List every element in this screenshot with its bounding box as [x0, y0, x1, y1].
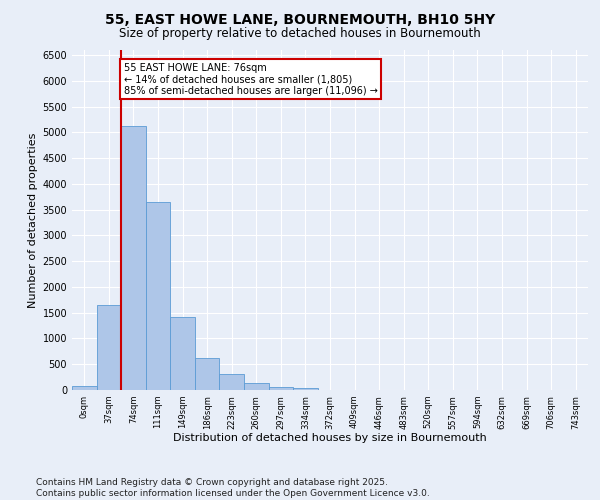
Text: 55, EAST HOWE LANE, BOURNEMOUTH, BH10 5HY: 55, EAST HOWE LANE, BOURNEMOUTH, BH10 5H… — [105, 12, 495, 26]
Bar — [293, 388, 318, 390]
Text: 55 EAST HOWE LANE: 76sqm
← 14% of detached houses are smaller (1,805)
85% of sem: 55 EAST HOWE LANE: 76sqm ← 14% of detach… — [124, 63, 377, 96]
Bar — [220, 374, 244, 390]
Bar — [121, 126, 146, 390]
Y-axis label: Number of detached properties: Number of detached properties — [28, 132, 38, 308]
Bar — [269, 386, 293, 390]
Bar — [244, 384, 269, 390]
Text: Contains HM Land Registry data © Crown copyright and database right 2025.
Contai: Contains HM Land Registry data © Crown c… — [36, 478, 430, 498]
Bar — [170, 317, 195, 390]
Bar — [97, 305, 121, 390]
Text: Size of property relative to detached houses in Bournemouth: Size of property relative to detached ho… — [119, 28, 481, 40]
Bar — [146, 202, 170, 390]
Bar — [195, 358, 220, 390]
X-axis label: Distribution of detached houses by size in Bournemouth: Distribution of detached houses by size … — [173, 433, 487, 443]
Bar — [72, 386, 97, 390]
